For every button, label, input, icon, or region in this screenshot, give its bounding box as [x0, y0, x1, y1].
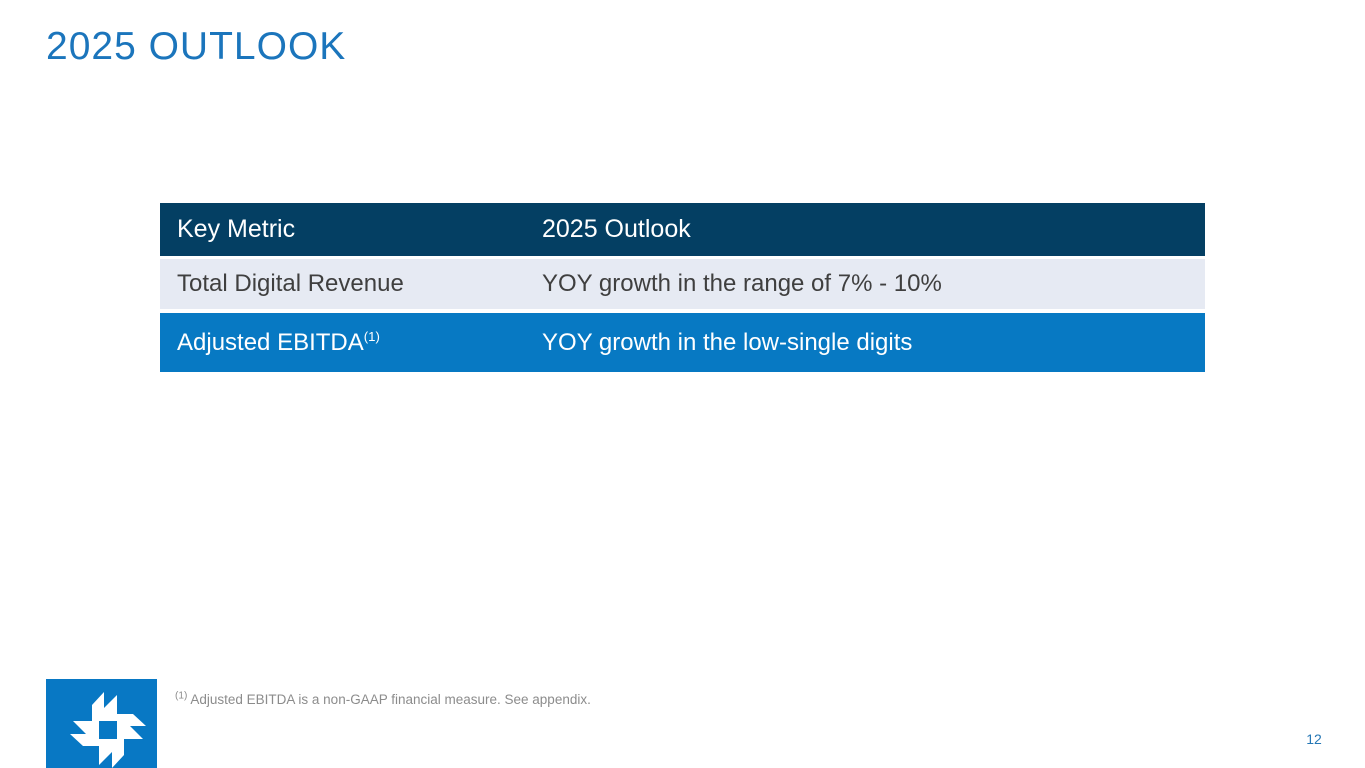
row-metric-total-digital-revenue: Total Digital Revenue [177, 270, 404, 297]
pinwheel-logo-svg [46, 679, 157, 768]
footnote: (1) Adjusted EBITDA is a non-GAAP financ… [175, 690, 591, 707]
footnote-marker: (1) [175, 690, 188, 702]
metric-label: Adjusted EBITDA [177, 328, 364, 356]
outlook-table: Key Metric 2025 Outlook Total Digital Re… [160, 203, 1205, 372]
column-header-key-metric: Key Metric [177, 215, 296, 243]
company-pinwheel-logo-icon [46, 679, 157, 768]
table-row: Adjusted EBITDA(1) YOY growth in the low… [160, 313, 1205, 372]
row-metric-adjusted-ebitda: Adjusted EBITDA(1) [160, 329, 542, 357]
footnote-marker-superscript: (1) [363, 328, 380, 344]
table-row: Total Digital Revenue YOY growth in the … [160, 259, 1205, 309]
footnote-text: Adjusted EBITDA is a non-GAAP financial … [187, 692, 591, 707]
row-outlook-adjusted-ebitda: YOY growth in the low-single digits [542, 328, 913, 356]
page-number: 12 [1306, 731, 1322, 747]
page-title: 2025 OUTLOOK [46, 25, 347, 68]
column-header-2025-outlook: 2025 Outlook [542, 215, 691, 243]
row-outlook-total-digital-revenue: YOY growth in the range of 7% - 10% [542, 270, 942, 297]
table-header-row: Key Metric 2025 Outlook [160, 203, 1205, 256]
